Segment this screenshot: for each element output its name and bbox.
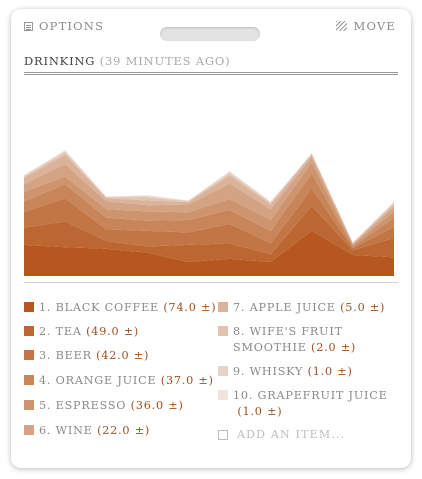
legend-swatch [218,390,228,400]
legend-label: 7. APPLE JUICE [233,301,336,314]
legend-value: (42.0 ±) [96,349,150,362]
legend-value: (1.0 ±) [307,365,353,378]
legend-text: 9. WHISKY (1.0 ±) [233,364,353,380]
legend-label: 3. BEER [39,349,92,362]
widget-title: DRINKING (39 MINUTES AGO) [24,54,230,68]
legend-item[interactable]: 8. WIFE'S FRUIT SMOOTHIE (2.0 ±) [218,324,356,356]
legend-swatch [24,350,34,360]
options-label: OPTIONS [39,19,105,33]
legend-value: (74.0 ±) [163,301,217,314]
title-timestamp: (39 MINUTES AGO) [99,54,231,68]
stacked-area-chart [24,150,394,276]
area-series-7 [24,154,394,245]
area-series-1 [24,230,394,276]
add-item-label: ADD AN ITEM... [237,428,346,441]
move-label: MOVE [353,19,396,33]
title-divider [24,72,398,73]
legend-swatch [218,302,228,312]
legend-label: 4. ORANGE JUICE [39,374,157,387]
area-series-6 [24,157,394,245]
add-item-button[interactable]: ADD AN ITEM... [218,428,345,441]
legend-swatch [218,326,228,336]
legend-value: (2.0 ±) [311,341,357,354]
legend-value: (36.0 ±) [130,399,184,412]
legend-item[interactable]: 1. BLACK COFFEE (74.0 ±) [24,300,216,316]
legend-text: 5. ESPRESSO (36.0 ±) [39,398,184,414]
legend-label: 1. BLACK COFFEE [39,301,160,314]
legend-value: (49.0 ±) [86,325,140,338]
legend-swatch [24,375,34,385]
legend-text: 4. ORANGE JUICE (37.0 ±) [39,373,214,389]
legend-label: 2. TEA [39,325,82,338]
legend-value: (22.0 ±) [97,424,151,437]
options-button[interactable]: OPTIONS [24,19,104,33]
legend-label: 6. WINE [39,424,93,437]
area-series-5 [24,162,394,247]
legend-item[interactable]: 3. BEER (42.0 ±) [24,348,149,364]
legend-label: 10. GRAPEFRUIT JUICE [233,389,388,402]
legend-value: (5.0 ±) [340,301,386,314]
legend-item[interactable]: 4. ORANGE JUICE (37.0 ±) [24,373,214,389]
legend-item[interactable]: 6. WINE (22.0 ±) [24,423,150,439]
legend-item[interactable]: 2. TEA (49.0 ±) [24,324,139,340]
legend-text: 8. WIFE'S FRUIT SMOOTHIE (2.0 ±) [233,324,356,356]
legend-text: 2. TEA (49.0 ±) [39,324,139,340]
legend-value: (37.0 ±) [160,374,214,387]
title-text: DRINKING [24,54,96,68]
legend-swatch [24,400,34,410]
legend-item[interactable]: 7. APPLE JUICE (5.0 ±) [218,300,385,316]
legend-swatch [218,366,228,376]
legend-text: 3. BEER (42.0 ±) [39,348,149,364]
area-series-4 [24,173,394,248]
legend-label: 8. WIFE'S FRUIT [233,325,343,338]
legend-item[interactable]: 9. WHISKY (1.0 ±) [218,364,353,380]
legend-item[interactable]: 5. ESPRESSO (36.0 ±) [24,398,184,414]
legend-label: 9. WHISKY [233,365,304,378]
legend-text: 6. WINE (22.0 ±) [39,423,150,439]
options-icon [24,21,33,31]
legend-label-line2: SMOOTHIE [233,341,307,354]
move-button[interactable]: MOVE [336,19,396,33]
legend-text: 1. BLACK COFFEE (74.0 ±) [39,300,216,316]
legend-text: 10. GRAPEFRUIT JUICE (1.0 ±) [233,388,388,420]
legend-swatch [24,302,34,312]
legend-label: 5. ESPRESSO [39,399,127,412]
move-grip-icon [336,21,348,31]
legend-item[interactable]: 10. GRAPEFRUIT JUICE (1.0 ±) [218,388,388,420]
drag-handle[interactable] [160,27,260,41]
legend-swatch [24,425,34,435]
legend-text: 7. APPLE JUICE (5.0 ±) [233,300,385,316]
legend-swatch [24,326,34,336]
add-checkbox-icon [218,429,228,440]
legend-value: (1.0 ±) [237,405,283,418]
chart-baseline [24,282,398,283]
area-series-3 [24,188,394,255]
area-series-2 [24,206,394,262]
